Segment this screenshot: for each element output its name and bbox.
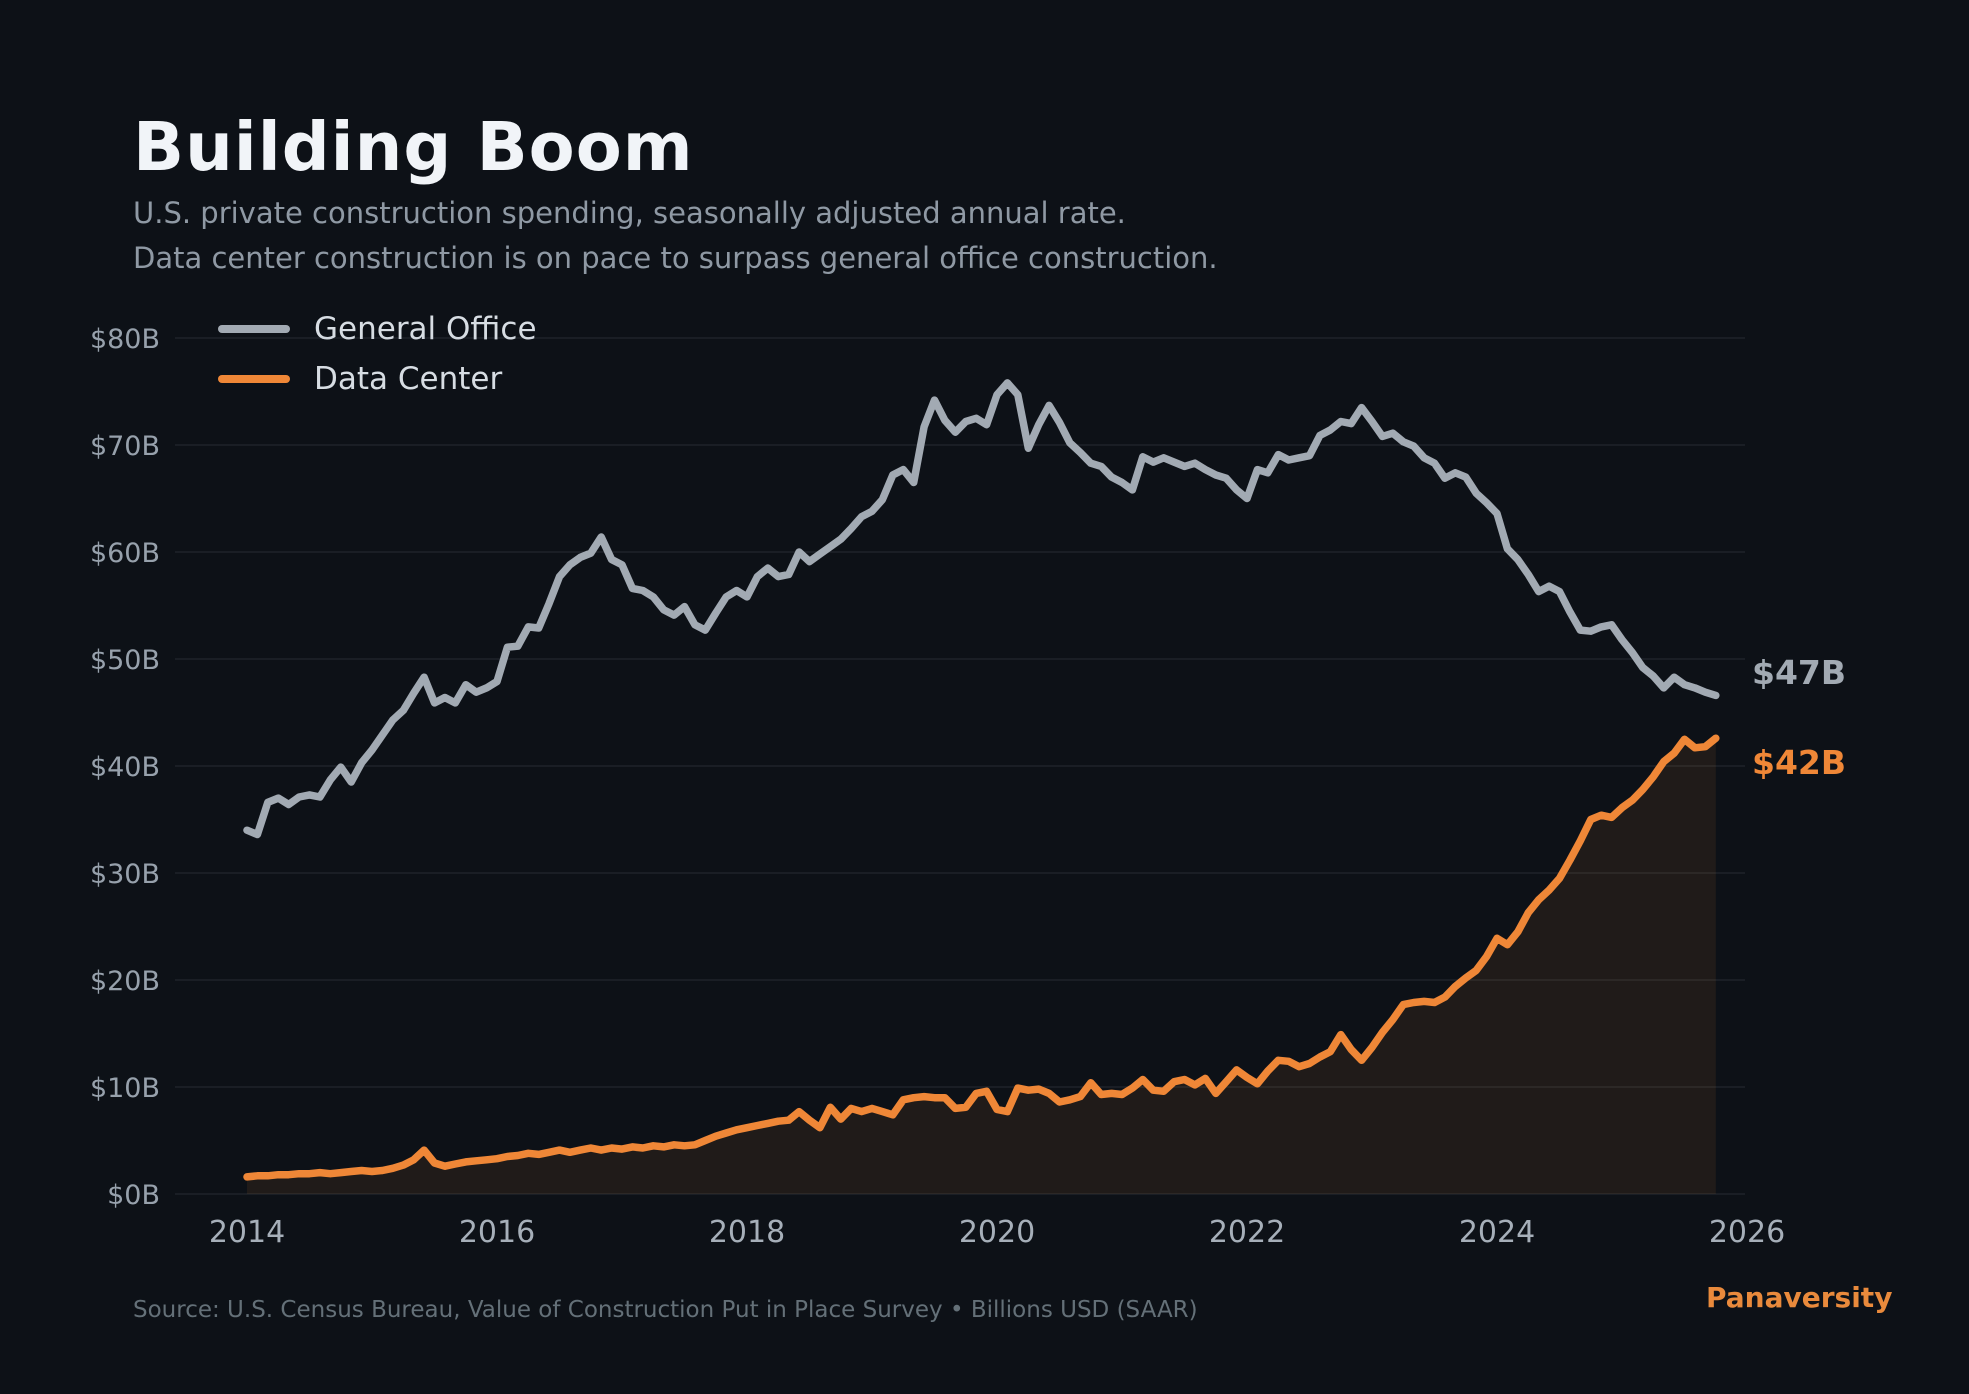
data-center-line <box>243 734 1720 1181</box>
brand-logo: Panaversity <box>1706 1281 1893 1314</box>
y-tick-label: $40B <box>90 752 160 783</box>
y-tick-label: $60B <box>90 538 160 569</box>
data-center-area <box>247 738 1716 1194</box>
y-axis-labels: $0B $10B $20B $30B $40B $50B $60B $70B $80B <box>90 324 160 1211</box>
general-office-line <box>243 379 1720 839</box>
x-tick-label: 2024 <box>1459 1215 1535 1250</box>
y-tick-label: $50B <box>90 645 160 676</box>
gridlines <box>175 337 1745 1195</box>
x-axis-labels: 2014 2016 2018 2020 2022 2024 2026 <box>209 1215 1785 1250</box>
end-value-labels: $47B $42B <box>1752 653 1846 782</box>
y-tick-label: $10B <box>90 1073 160 1104</box>
x-tick-label: 2020 <box>959 1215 1035 1250</box>
y-tick-label: $0B <box>107 1180 160 1211</box>
y-tick-label: $80B <box>90 324 160 355</box>
legend: General Office Data Center <box>218 304 537 404</box>
y-tick-label: $30B <box>90 859 160 890</box>
x-tick-label: 2026 <box>1709 1215 1785 1250</box>
x-tick-label: 2018 <box>709 1215 785 1250</box>
x-tick-label: 2014 <box>209 1215 285 1250</box>
data-center-swatch-icon <box>218 375 290 383</box>
legend-label-data-center: Data Center <box>314 361 503 397</box>
subtitle-line-1: U.S. private construction spending, seas… <box>133 196 1126 230</box>
legend-item-general-office: General Office <box>218 304 537 354</box>
subtitle-line-2: Data center construction is on pace to s… <box>133 241 1218 275</box>
general-office-swatch-icon <box>218 325 290 333</box>
y-tick-label: $20B <box>90 966 160 997</box>
x-tick-label: 2022 <box>1209 1215 1285 1250</box>
legend-item-data-center: Data Center <box>218 354 537 404</box>
y-tick-label: $70B <box>90 431 160 462</box>
x-tick-label: 2016 <box>459 1215 535 1250</box>
end-label-42b: $42B <box>1752 743 1846 782</box>
page-title: Building Boom <box>133 108 694 186</box>
legend-label-general-office: General Office <box>314 311 537 347</box>
end-label-47b: $47B <box>1752 653 1846 692</box>
source-note: Source: U.S. Census Bureau, Value of Con… <box>133 1297 1198 1323</box>
